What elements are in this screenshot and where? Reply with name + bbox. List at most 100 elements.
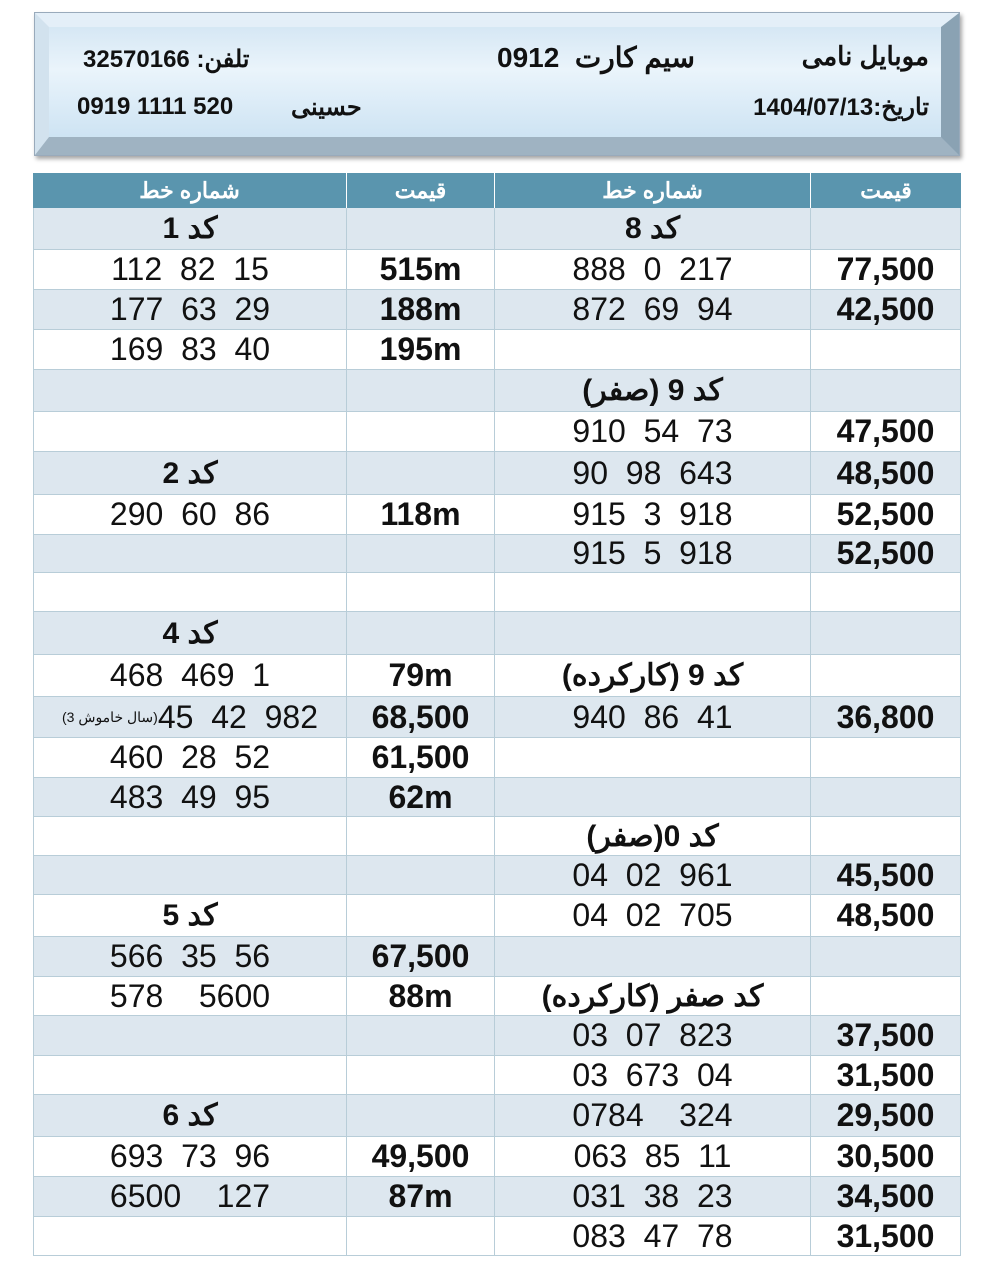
left-line-number: کد 5 xyxy=(33,895,347,937)
table-row: کد 6 0784 324 29,500 xyxy=(33,1095,961,1137)
right-line-number-text: 90 98 643 xyxy=(572,454,733,491)
table-row: 083 47 78 31,500 xyxy=(33,1217,961,1256)
left-price xyxy=(347,452,495,495)
right-price-text: 47,500 xyxy=(836,413,935,449)
right-price: 31,500 xyxy=(811,1217,961,1256)
right-line-number-text: کد 9 (کارکرده) xyxy=(561,659,744,692)
table-row: کد 5 04 02 705 48,500 xyxy=(33,895,961,937)
left-price xyxy=(347,1016,495,1056)
left-line-number-text: 460 28 52 xyxy=(109,739,271,775)
right-price-text: 31,500 xyxy=(836,1056,935,1093)
left-price-text: 88m xyxy=(388,977,453,1014)
left-price xyxy=(347,573,495,612)
right-line-number: کد 0(صفر) xyxy=(495,817,811,856)
right-line-number: 03 07 823 xyxy=(495,1016,811,1056)
left-line-number-text: 693 73 96 xyxy=(109,1138,271,1174)
left-price xyxy=(347,1056,495,1095)
left-line-number-text: 483 49 95 xyxy=(109,778,271,815)
left-line-number-text: کد 4 xyxy=(162,616,218,650)
left-line-number: (3 سال خاموش) 45 42 982 xyxy=(33,697,347,738)
page-title: سیم کارت 0912 xyxy=(497,42,695,73)
left-line-number xyxy=(33,412,347,452)
right-price: 45,500 xyxy=(811,856,961,895)
table-row: 03 07 823 37,500 xyxy=(33,1016,961,1056)
right-line-number-text: 083 47 78 xyxy=(572,1217,733,1254)
right-price: 36,800 xyxy=(811,697,961,738)
left-price xyxy=(347,817,495,856)
right-line-number xyxy=(495,612,811,655)
left-price xyxy=(347,612,495,655)
right-price: 48,500 xyxy=(811,452,961,495)
left-price-text: 67,500 xyxy=(371,938,470,974)
left-line-number xyxy=(33,856,347,895)
left-line-number-text: کد 1 xyxy=(162,212,218,245)
right-price xyxy=(811,977,961,1016)
left-line-number: کد 2 xyxy=(33,452,347,495)
right-line-number: 04 02 961 xyxy=(495,856,811,895)
right-price-text: 36,800 xyxy=(836,698,935,735)
table-row: 693 73 96 49,500 063 85 11 30,500 xyxy=(33,1137,961,1177)
right-price: 34,500 xyxy=(811,1177,961,1217)
left-line-number xyxy=(33,573,347,612)
right-line-number: 915 5 918 xyxy=(495,535,811,573)
left-line-number-text: 112 82 15 xyxy=(111,251,269,287)
right-price: 77,500 xyxy=(811,250,961,290)
right-price-text: 42,500 xyxy=(836,291,935,327)
left-price: 61,500 xyxy=(347,738,495,778)
right-line-number: کد صفر (کارکرده) xyxy=(495,977,811,1016)
right-line-number: 915 3 918 xyxy=(495,495,811,535)
contact-name: حسینی xyxy=(291,94,362,121)
right-line-number-text: 915 5 918 xyxy=(572,535,733,571)
shop-name: موبایل نامی xyxy=(801,41,929,71)
table-row: 6500 127 87m 031 38 23 34,500 xyxy=(33,1177,961,1217)
left-price: 195m xyxy=(347,330,495,370)
right-price-text: 37,500 xyxy=(836,1017,935,1053)
right-line-number: 063 85 11 xyxy=(495,1137,811,1177)
left-line-number: 169 83 40 xyxy=(33,330,347,370)
left-line-number: 578 5600 xyxy=(33,977,347,1016)
right-price: 48,500 xyxy=(811,895,961,937)
right-price: 31,500 xyxy=(811,1056,961,1095)
right-price: 30,500 xyxy=(811,1137,961,1177)
left-line-number: 290 60 86 xyxy=(33,495,347,535)
right-price: 37,500 xyxy=(811,1016,961,1056)
left-price-text: 195m xyxy=(379,331,462,367)
left-line-number-text: کد 6 xyxy=(162,1099,218,1132)
left-line-number-text: کد 2 xyxy=(162,456,218,490)
left-line-number-text: 45 42 982 xyxy=(157,698,318,735)
right-line-number-text: کد 0(صفر) xyxy=(586,819,719,853)
left-price-text: 118m xyxy=(380,496,461,532)
right-price: 29,500 xyxy=(811,1095,961,1137)
right-price xyxy=(811,370,961,412)
right-line-number-text: 940 86 41 xyxy=(572,698,733,735)
left-line-number: 460 28 52 xyxy=(33,738,347,778)
right-line-number: کد 8 xyxy=(495,208,811,250)
right-line-number-text: 910 54 73 xyxy=(572,413,733,449)
right-line-number-text: 031 38 23 xyxy=(572,1178,733,1214)
right-price xyxy=(811,738,961,778)
date: تاریخ:1404/07/13 xyxy=(753,94,929,121)
left-line-number-text: 169 83 40 xyxy=(109,331,271,367)
table-row: 566 35 56 67,500 xyxy=(33,937,961,977)
table-row xyxy=(33,573,961,612)
mobile-number: 0919 1111 520 xyxy=(77,93,234,120)
table-row: 03 673 04 31,500 xyxy=(33,1056,961,1095)
right-price xyxy=(811,612,961,655)
table-row: 483 49 95 62m xyxy=(33,778,961,817)
left-price-text: 49,500 xyxy=(371,1138,470,1174)
left-price xyxy=(347,535,495,573)
left-price xyxy=(347,370,495,412)
right-line-number-text: 915 3 918 xyxy=(572,496,733,532)
right-price xyxy=(811,655,961,697)
left-line-number-text: 177 63 29 xyxy=(109,291,271,327)
table-row: 177 63 29 188m 872 69 94 42,500 xyxy=(33,290,961,330)
left-line-number-text: کد 5 xyxy=(162,899,218,932)
table-row: کد 2 90 98 643 48,500 xyxy=(33,452,961,495)
right-line-number-text: 04 02 705 xyxy=(572,897,733,933)
header-price-left: قیمت xyxy=(347,173,495,208)
left-line-number: کد 6 xyxy=(33,1095,347,1137)
table-row: 460 28 52 61,500 xyxy=(33,738,961,778)
right-line-number-text: 0784 324 xyxy=(572,1097,733,1133)
table-row: (3 سال خاموش) 45 42 982 68,500 940 86 41 36,… xyxy=(33,697,961,738)
table-row: 290 60 86 118m 915 3 918 52,500 xyxy=(33,495,961,535)
